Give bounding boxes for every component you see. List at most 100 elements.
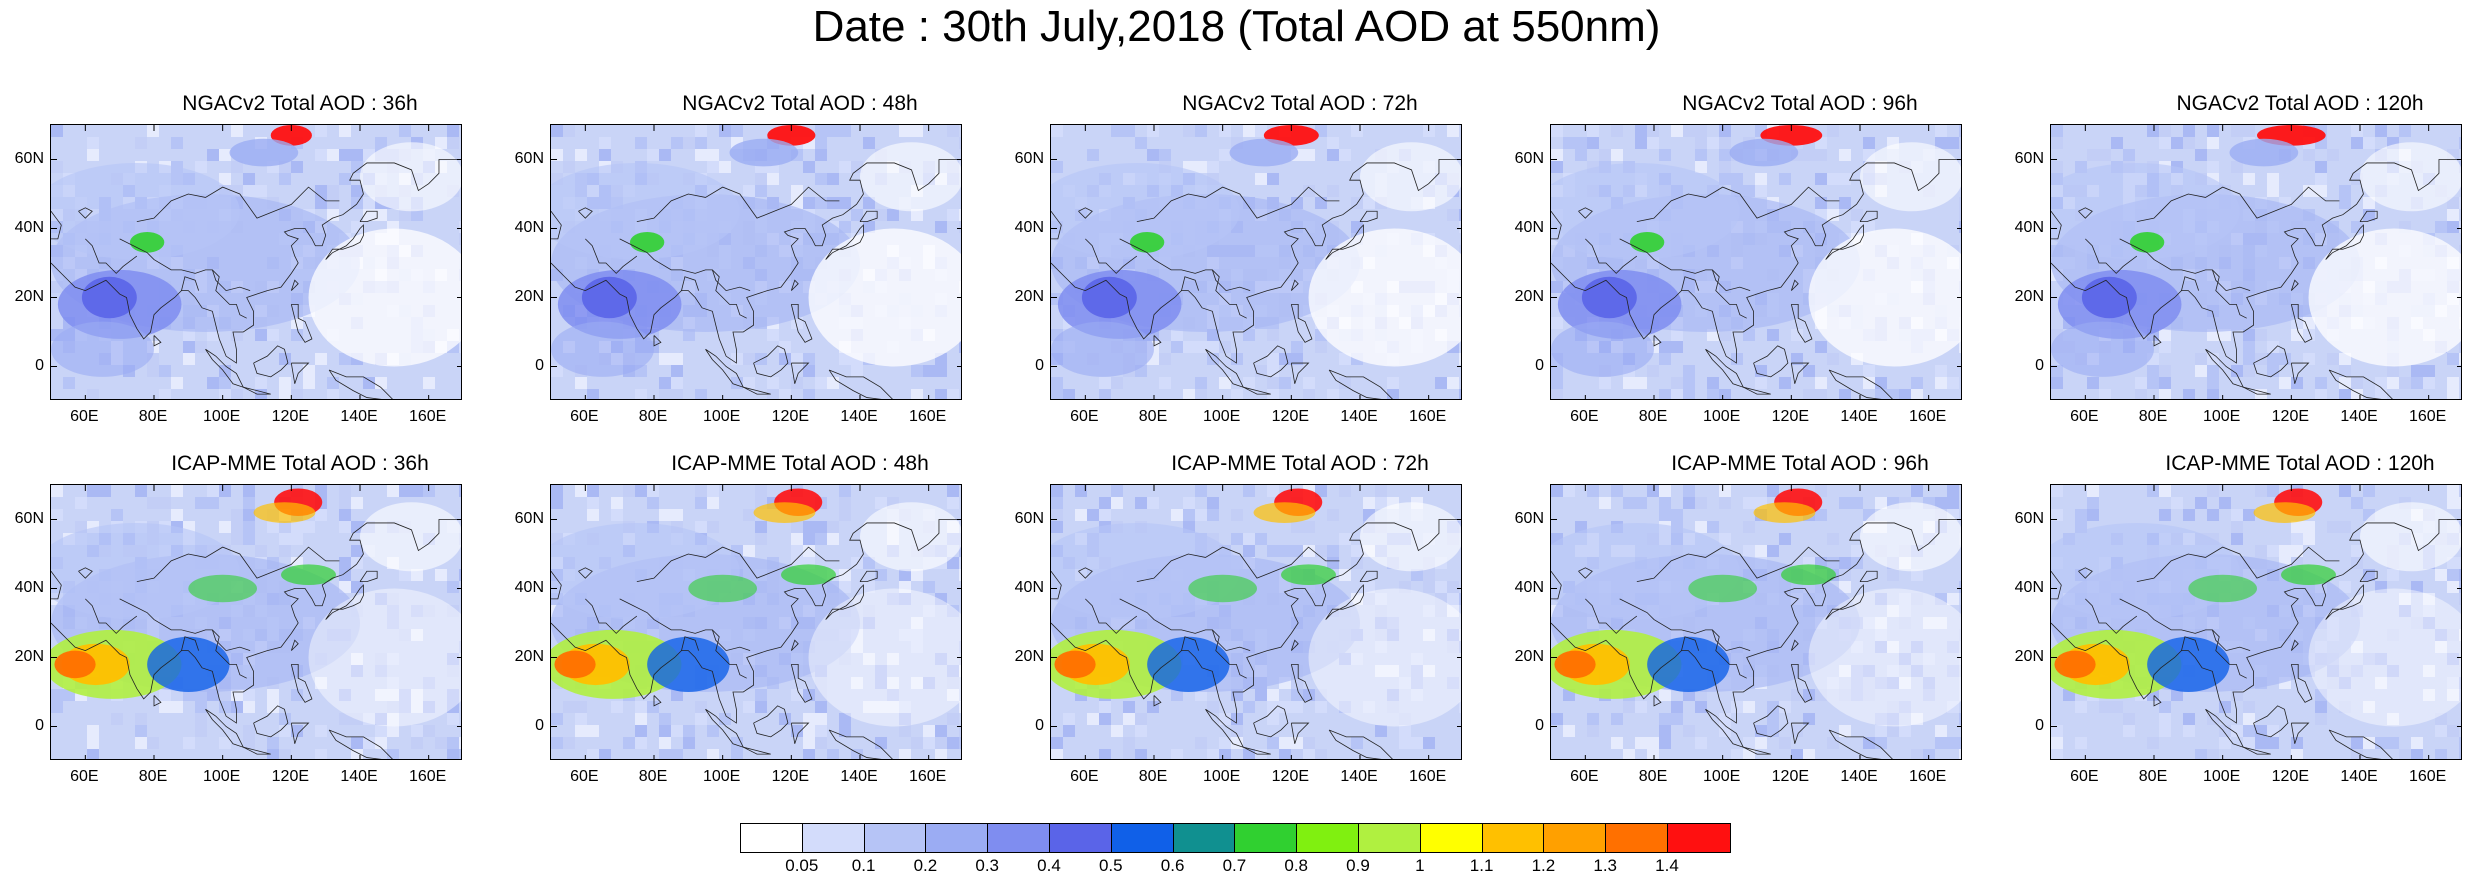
map-panel: NGACv2 Total AOD : 72h 60N 40N 20N 0 60E 80E 10… <box>1015 92 1550 452</box>
aod-cell <box>2447 653 2459 665</box>
lat-tick-label: 20N <box>1014 647 1044 665</box>
aod-cell <box>339 125 351 137</box>
lon-tick-label: 80E <box>2138 408 2168 425</box>
coastline <box>1253 345 1289 378</box>
aod-cell <box>1719 149 1731 161</box>
aod-cell <box>1947 737 1959 749</box>
aod-cell <box>1291 353 1303 365</box>
aod-cell <box>2087 497 2099 509</box>
aod-cell <box>1267 365 1279 377</box>
aod-cell <box>1195 485 1207 497</box>
aod-cell <box>1195 509 1207 521</box>
aod-cell <box>839 161 851 173</box>
lon-tick-label: 100E <box>702 768 741 785</box>
aod-cell <box>2243 737 2255 749</box>
aod-cell <box>1635 377 1647 389</box>
aod-cell <box>1695 137 1707 149</box>
aod-cell <box>935 593 947 605</box>
aod-cell <box>375 689 387 701</box>
aerosol-plume <box>2147 636 2230 692</box>
aod-cell <box>1279 749 1291 759</box>
aod-cell <box>2291 749 2303 759</box>
aod-cell <box>815 701 827 713</box>
aod-cell <box>2207 137 2219 149</box>
aod-cell <box>1171 341 1183 353</box>
aod-cell <box>279 353 291 365</box>
aod-cell <box>1551 389 1563 399</box>
aod-cell <box>195 341 207 353</box>
aod-cell <box>339 353 351 365</box>
aod-cell <box>1327 137 1339 149</box>
aerosol-plume <box>54 650 96 679</box>
aod-cell <box>1387 689 1399 701</box>
coastline <box>2181 636 2200 651</box>
coastline <box>2085 598 2138 634</box>
aod-cell <box>2447 353 2459 365</box>
colorbar-label: 0.6 <box>1160 856 1185 875</box>
aod-cell <box>1839 173 1851 185</box>
lat-tick-label: 60N <box>1514 149 1544 167</box>
aod-cell <box>2435 221 2447 233</box>
aod-cell <box>243 497 255 509</box>
aod-cell <box>423 725 435 737</box>
aod-cell <box>1339 569 1351 581</box>
aod-cell <box>363 377 375 389</box>
aod-cell <box>635 389 647 399</box>
aerosol-plume <box>551 522 740 620</box>
aod-cell <box>2291 377 2303 389</box>
aerosol-plume <box>2051 162 2240 260</box>
aod-cell <box>803 737 815 749</box>
coastline <box>2181 276 2200 291</box>
aod-cell <box>447 689 459 701</box>
aod-cell <box>219 485 231 497</box>
aod-cell <box>243 521 255 533</box>
aod-cell <box>1111 377 1123 389</box>
aod-cell <box>1827 353 1839 365</box>
lat-tick-label: 0 <box>1035 716 1044 734</box>
aod-cell <box>1899 605 1911 617</box>
aod-cell <box>551 149 563 161</box>
aod-cell <box>2339 185 2351 197</box>
aod-cell <box>279 377 291 389</box>
coastline <box>1078 567 1093 579</box>
aod-cell <box>2363 137 2375 149</box>
aod-cell <box>2339 353 2351 365</box>
aod-cell <box>459 569 461 581</box>
aod-cell <box>863 701 875 713</box>
coastline <box>2359 210 2378 222</box>
aod-cell <box>1647 137 1659 149</box>
lon-tick-label: 140E <box>1840 768 1878 785</box>
lon-tick-label: 80E <box>1638 408 1668 425</box>
aod-cell <box>2363 701 2375 713</box>
lon-tick-label: 60E <box>2070 408 2099 425</box>
aod-cell <box>2399 125 2411 137</box>
aod-cell <box>1695 149 1707 161</box>
aod-cell <box>1923 677 1935 689</box>
coastline <box>1078 207 1093 219</box>
aod-cell <box>1671 509 1683 521</box>
aod-cell <box>1647 737 1659 749</box>
aod-cell <box>1803 365 1815 377</box>
aod-cell <box>839 221 851 233</box>
aod-cell <box>815 737 827 749</box>
aod-cell <box>1447 605 1459 617</box>
aod-cell <box>1327 389 1339 399</box>
aod-cell <box>1423 665 1435 677</box>
aod-cell <box>411 485 423 497</box>
aod-cell <box>87 485 99 497</box>
aod-cell <box>755 485 767 497</box>
aod-cell <box>243 509 255 521</box>
panel-title: ICAP-MME Total AOD : 96h <box>1671 452 1929 475</box>
aod-cell <box>195 161 207 173</box>
aod-cell <box>827 125 839 137</box>
aod-cell <box>1339 353 1351 365</box>
aod-cell <box>827 749 839 759</box>
aod-cell <box>623 485 635 497</box>
aod-map <box>1050 124 1462 400</box>
aod-cell <box>815 713 827 725</box>
aod-cell <box>1659 341 1671 353</box>
aod-cell <box>1207 497 1219 509</box>
aod-cell <box>1363 497 1375 509</box>
aod-cell <box>1635 137 1647 149</box>
aod-cell <box>623 737 635 749</box>
